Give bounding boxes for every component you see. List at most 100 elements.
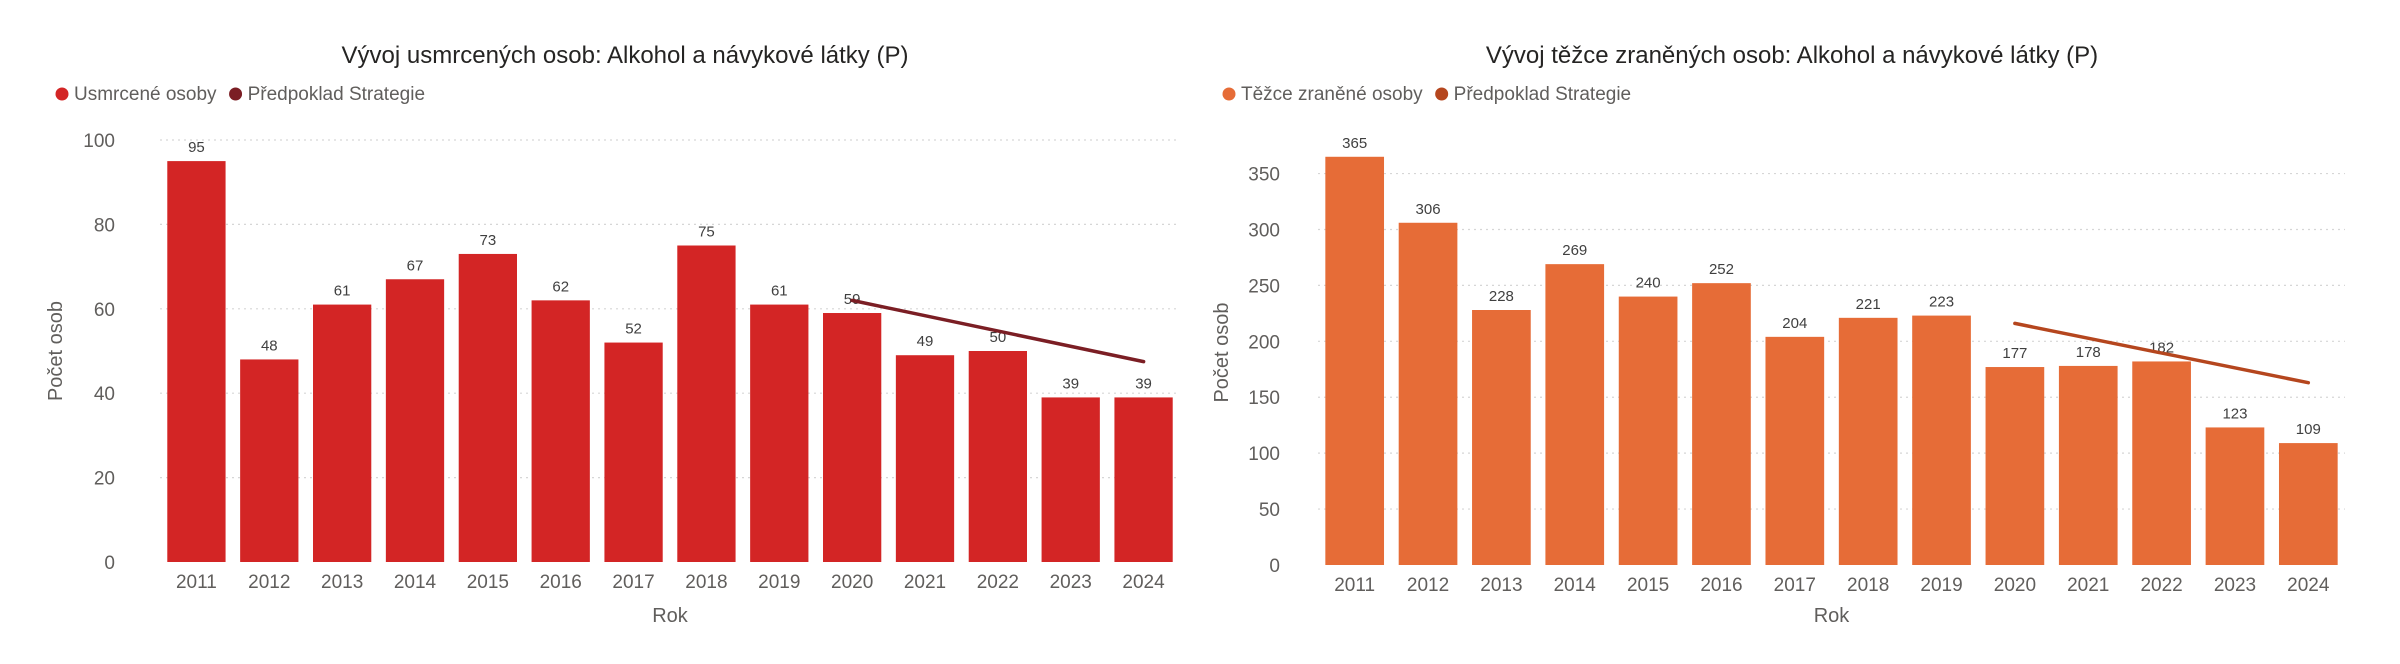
x-tick-label: 2023 [2214,575,2256,596]
x-tick-label: 2014 [1554,575,1597,596]
y-axis-title: Počet osob [1211,302,1233,402]
data-label: 49 [917,333,934,350]
bar-2012[interactable] [240,359,299,562]
data-label: 123 [2222,405,2247,422]
x-tick-label: 2024 [1122,572,1165,593]
bar-2020[interactable] [1985,367,2045,565]
bar-2023[interactable] [2205,427,2265,565]
y-axis: 0 50 100 150 200 250 300 350 [1248,165,1280,577]
data-label: 269 [1562,242,1587,259]
bar-2018[interactable] [1838,317,1898,565]
x-tick-label: 2024 [2287,575,2330,596]
bar-2019[interactable] [1912,315,1971,565]
x-tick-label: 2013 [321,572,363,593]
x-tick-label: 2019 [758,572,800,593]
data-label: 204 [1782,315,1807,332]
bar-2015[interactable] [458,253,517,562]
bar-2020[interactable] [823,313,882,562]
x-tick-label: 2011 [1334,575,1375,596]
legend-marker-line [229,87,243,101]
bar-2014[interactable] [1545,264,1605,565]
x-tick-label: 2012 [248,572,290,593]
data-label: 62 [552,278,569,295]
data-label: 240 [1636,275,1661,292]
y-tick-label: 60 [94,300,115,321]
legend-label: Předpoklad Strategie [248,84,425,105]
bar-2017[interactable] [604,342,663,562]
x-tick-label: 2014 [394,572,437,593]
x-axis-title: Rok [1814,605,1851,627]
x-tick-label: 2011 [176,572,217,593]
bar-2015[interactable] [1618,296,1678,565]
data-label: 61 [334,283,351,300]
y-tick-label: 0 [1269,556,1280,577]
y-tick-label: 100 [1248,444,1280,465]
bar-2016[interactable] [1692,283,1751,565]
bars [167,161,1173,563]
legend-item[interactable]: Těžce zraněné osoby [1222,84,1424,105]
y-tick-label: 40 [94,384,115,405]
x-tick-label: 2015 [1627,575,1669,596]
x-tick-label: 2017 [1774,575,1816,596]
x-tick-label: 2022 [977,572,1019,593]
data-label: 221 [1856,296,1881,313]
bar-2013[interactable] [1472,310,1531,565]
bar-2022[interactable] [2132,361,2191,565]
bar-2022[interactable] [968,351,1027,562]
data-label: 306 [1416,201,1441,218]
y-tick-label: 20 [94,469,115,490]
x-axis: 2011 2012 2013 2014 2015 2016 2017 2018 2019 2020… [176,572,1165,593]
data-label: 228 [1489,288,1514,305]
y-tick-label: 350 [1248,165,1280,186]
legend-item[interactable]: Předpoklad Strategie [1435,84,1631,105]
y-tick-label: 80 [94,215,115,236]
chart-1: Vývoj usmrcených osob: Alkohol a návykov… [45,42,1180,627]
bar-2011[interactable] [167,161,226,562]
bar-2019[interactable] [750,304,809,562]
x-axis-title: Rok [652,605,689,627]
x-tick-label: 2023 [1050,572,1092,593]
data-label: 48 [261,337,278,354]
data-label: 177 [2002,345,2027,362]
data-label: 223 [1929,294,1954,311]
x-tick-label: 2017 [612,572,654,593]
x-tick-label: 2020 [1994,575,2036,596]
bar-2024[interactable] [1114,397,1173,562]
x-tick-label: 2012 [1407,575,1449,596]
x-tick-label: 2021 [2067,575,2109,596]
legend-item[interactable]: Předpoklad Strategie [229,84,425,105]
bar-2023[interactable] [1041,397,1100,562]
bar-2018[interactable] [677,245,736,563]
y-tick-label: 150 [1248,388,1280,409]
data-label: 39 [1062,375,1079,392]
data-label: 61 [771,283,788,300]
bar-2021[interactable] [895,355,955,562]
x-tick-label: 2018 [1847,575,1889,596]
data-label: 365 [1342,135,1367,152]
y-axis-title: Počet osob [45,301,67,401]
bar-2024[interactable] [2278,443,2338,565]
bar-2017[interactable] [1765,336,1825,565]
data-label: 39 [1135,375,1152,392]
bar-2016[interactable] [531,300,590,562]
bar-2012[interactable] [1398,222,1458,565]
legend-label: Usmrcené osoby [74,84,217,105]
legend-marker-bar [55,87,69,101]
x-tick-label: 2013 [1480,575,1522,596]
bar-2011[interactable] [1325,156,1385,566]
y-tick-label: 300 [1248,220,1280,241]
chart-title: Vývoj těžce zraněných osob: Alkohol a ná… [1486,42,2098,69]
legend-item[interactable]: Usmrcené osoby [55,84,218,105]
x-tick-label: 2018 [685,572,727,593]
strategy-line[interactable] [2013,321,2311,385]
data-label: 73 [480,232,497,249]
legend-label: Předpoklad Strategie [1454,84,1631,105]
bar-2014[interactable] [385,279,445,562]
bar-2013[interactable] [313,304,372,562]
strategy-line[interactable] [850,298,1146,364]
legend: Těžce zraněné osoby Předpoklad Strategie [1222,84,1631,105]
bar-2021[interactable] [2058,365,2118,565]
y-tick-label: 250 [1248,276,1280,297]
